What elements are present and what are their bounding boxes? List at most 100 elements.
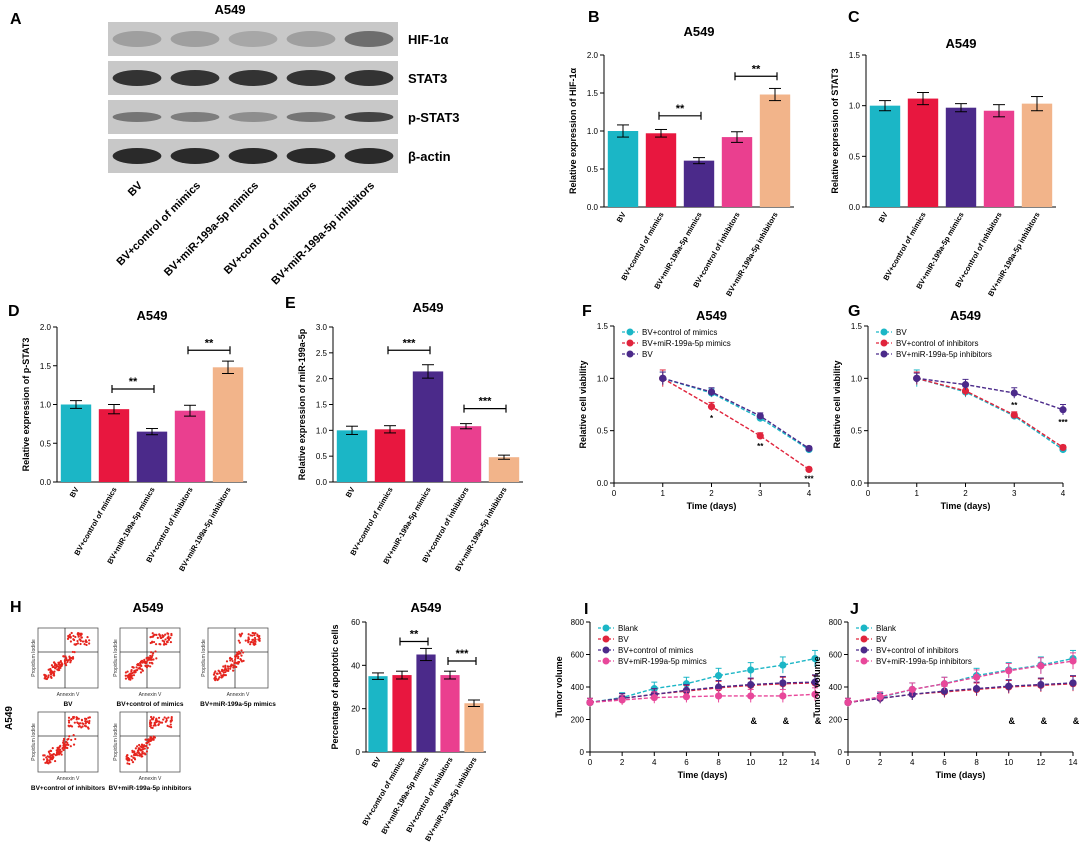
x-tick-label: BV: [370, 756, 383, 770]
flow-event: [86, 636, 89, 639]
flow-side-label: A549: [4, 706, 15, 730]
flow-event: [84, 639, 88, 642]
x-tick-label: 12: [1036, 758, 1045, 767]
y-tick-label: 200: [829, 716, 843, 725]
flow-event: [42, 758, 45, 761]
flow-event: [227, 669, 230, 672]
chart-title: A549: [683, 24, 714, 39]
significance-label: **: [752, 63, 761, 75]
chart-e: E A549 0.0 0.5 1.0 1.5 2.0 2.5 3.0 Relative expre…: [285, 295, 523, 573]
flow-event: [148, 661, 151, 664]
legend-swatch: [602, 646, 610, 654]
flow-event: [126, 759, 129, 762]
legend-label: BV+miR-199a-5p inhibitors: [876, 657, 972, 666]
blot-lane-label: BV+control of inhibitors: [222, 180, 319, 277]
flow-event: [129, 672, 132, 675]
y-tick-label: 0.0: [587, 203, 599, 212]
flow-event: [67, 743, 70, 747]
flow-event: [53, 759, 57, 763]
flow-event-cloud: [124, 632, 173, 681]
blot-band: [170, 31, 220, 47]
flow-event: [52, 674, 56, 677]
y-tick-label: 400: [829, 683, 843, 692]
x-tick-label: 0: [612, 489, 617, 498]
data-point: [1069, 657, 1077, 665]
data-point: [747, 692, 755, 700]
legend-label: BV: [896, 328, 907, 337]
flow-event: [139, 660, 143, 663]
flow-axis-x: Annexin V: [139, 692, 162, 698]
point-annotation: *: [710, 414, 714, 423]
x-tick-label: 2: [963, 489, 968, 498]
x-tick-label: 4: [807, 489, 812, 498]
x-tick-label: 3: [758, 489, 763, 498]
flow-event: [78, 722, 82, 725]
chart-title: A549: [696, 308, 727, 323]
y-tick-label: 0.0: [316, 478, 328, 487]
y-tick-label: 1.0: [40, 401, 52, 410]
chart-g: G A549 0.0 0.5 1.0 1.5 Relative cell viability…: [832, 303, 1069, 511]
significance-label: **: [205, 337, 214, 349]
flow-event: [256, 634, 259, 638]
flow-event: [157, 720, 161, 723]
flow-event: [136, 745, 139, 748]
flow-event: [76, 642, 79, 645]
flow-event: [69, 745, 72, 748]
flow-event: [47, 750, 51, 753]
bar: [645, 133, 677, 207]
flow-event: [149, 719, 152, 722]
flow-event: [149, 736, 153, 739]
flow-event: [80, 636, 83, 639]
flow-event: [62, 748, 65, 752]
blot-band: [286, 70, 336, 86]
legend-swatch: [626, 328, 634, 336]
flow-event: [170, 717, 173, 720]
flow-event-cloud: [43, 631, 91, 681]
flow-event: [46, 758, 49, 761]
flow-event: [52, 661, 56, 664]
data-point: [618, 696, 626, 704]
flow-event: [49, 761, 52, 764]
flow-event: [169, 723, 172, 726]
flow-event: [254, 632, 257, 635]
flow-event: [242, 651, 245, 654]
flow-event: [236, 653, 239, 656]
y-tick-label: 40: [351, 661, 360, 670]
data-point: [714, 683, 723, 691]
flow-event: [163, 716, 166, 719]
data-point: [844, 698, 852, 707]
flow-event: [149, 641, 152, 645]
x-tick-label: 4: [652, 758, 657, 767]
point-annotation: **: [757, 442, 764, 451]
flow-event: [132, 674, 136, 677]
data-point: [779, 692, 787, 700]
y-tick-label: 0: [580, 748, 585, 757]
flow-event: [69, 640, 73, 643]
flow-event: [128, 762, 131, 766]
flow-event: [62, 741, 65, 744]
flow-event: [145, 750, 149, 753]
flow-event: [135, 669, 139, 672]
y-tick-label: 2.0: [587, 51, 599, 60]
series-line: [847, 660, 1074, 704]
flow-event: [238, 641, 241, 644]
flow-event: [139, 671, 143, 674]
flow-event: [124, 671, 128, 674]
chart-d: D A549 0.0 0.5 1.0 1.5 2.0 Relative expression …: [8, 303, 247, 573]
flow-event: [145, 661, 148, 664]
legend-label: Blank: [618, 624, 639, 633]
y-axis-label: Relative cell viability: [832, 360, 842, 448]
bar: [983, 110, 1015, 207]
bar: [907, 98, 939, 207]
point-annotation: &: [1041, 716, 1048, 726]
flow-event: [140, 755, 143, 758]
y-tick-label: 60: [351, 618, 360, 627]
flow-event: [76, 631, 80, 635]
significance-label: ***: [403, 337, 417, 349]
flow-event: [229, 656, 232, 659]
panel-label-h: H: [10, 599, 22, 616]
legend-label: BV: [642, 350, 653, 359]
flow-event: [232, 666, 235, 669]
x-tick-label: BV+control of mimics: [881, 211, 927, 282]
flow-event: [66, 746, 69, 750]
